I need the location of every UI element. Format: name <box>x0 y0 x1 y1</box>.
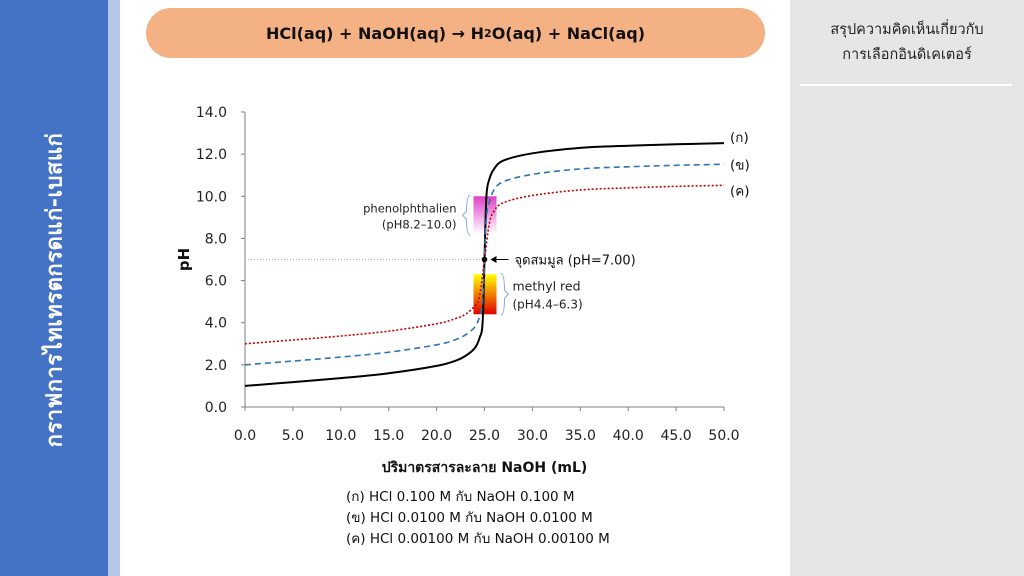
equivalence-arrow-head <box>490 256 497 263</box>
chart-legend: (ก) HCl 0.100 M กับ NaOH 0.100 M (ข) HCl… <box>346 487 610 550</box>
x-axis-label: ปริมาตรสารละลาย NaOH (mL) <box>382 460 588 476</box>
series-end-label-2: (ข) <box>730 157 750 173</box>
equation-product-rest: O(aq) + NaCl(aq) <box>491 23 645 43</box>
summary-panel: สรุปความคิดเห็นเกี่ยวกับ การเลือกอินดิเค… <box>790 0 1024 576</box>
x-tick-label: 50.0 <box>708 428 739 444</box>
y-tick-label: 6.0 <box>205 274 227 290</box>
equation-reactants: HCl(aq) + NaOH(aq) <box>265 23 447 43</box>
x-tick-label: 10.0 <box>325 428 356 444</box>
titration-chart: 0.0 5.0 10.0 15.0 20.0 25.0 30.0 35.0 40.0 45.0 50… <box>175 105 750 476</box>
y-tick-label: 4.0 <box>205 316 227 332</box>
y-tick-label: 10.0 <box>196 189 227 205</box>
summary-panel-title: สรุปความคิดเห็นเกี่ยวกับ การเลือกอินดิเค… <box>790 18 1024 68</box>
series-end-label-1: (ก) <box>730 130 749 146</box>
indicator-band-2 <box>473 274 497 315</box>
equation-product-h: H <box>470 23 485 43</box>
series-end-label-3: (ค) <box>730 183 750 199</box>
x-tick-label: 40.0 <box>613 428 644 444</box>
indicator-name: methyl red <box>513 278 581 293</box>
summary-divider <box>800 84 1012 86</box>
indicator-bracket <box>500 272 510 316</box>
indicator-range: (pH4.4–6.3) <box>513 297 583 311</box>
y-axis-label: pH <box>175 248 193 271</box>
series-line-1 <box>244 142 725 387</box>
x-tick-label: 20.0 <box>421 428 452 444</box>
reaction-equation: HCl(aq) + NaOH(aq) → H 2 O(aq) + NaCl(aq) <box>146 8 765 58</box>
equation-product-subscript: 2 <box>484 26 492 40</box>
indicator-name: phenolphthalien <box>363 201 456 215</box>
series-line-3 <box>244 184 725 345</box>
x-tick-label: 25.0 <box>469 428 500 444</box>
y-tick-label: 8.0 <box>205 231 227 247</box>
x-tick-label: 35.0 <box>565 428 596 444</box>
sidebar: กราฟการไทเทรตกรดแก่-เบสแก่ <box>0 0 108 576</box>
y-tick-label: 0.0 <box>205 400 227 416</box>
series-line-2 <box>244 163 725 366</box>
x-tick-label: 0.0 <box>234 428 256 444</box>
x-tick-label: 30.0 <box>517 428 548 444</box>
sidebar-accent-stripe <box>108 0 120 576</box>
summary-title-line2: การเลือกอินดิเคเตอร์ <box>842 47 972 63</box>
summary-title-line1: สรุปความคิดเห็นเกี่ยวกับ <box>830 22 984 38</box>
y-tick-label: 12.0 <box>196 147 227 163</box>
reaction-arrow-icon: → <box>451 23 466 43</box>
legend-item-b: (ข) HCl 0.0100 M กับ NaOH 0.0100 M <box>346 510 593 526</box>
indicator-range: (pH8.2–10.0) <box>382 217 457 231</box>
x-tick-label: 5.0 <box>282 428 304 444</box>
legend-item-c: (ค) HCl 0.00100 M กับ NaOH 0.00100 M <box>346 531 610 547</box>
x-tick-label: 45.0 <box>661 428 692 444</box>
y-tick-label: 14.0 <box>196 105 227 121</box>
equivalence-point-label: จุดสมมูล (pH=7.00) <box>515 254 636 269</box>
equivalence-point-marker <box>481 256 488 263</box>
x-tick-label: 15.0 <box>373 428 404 444</box>
y-tick-label: 2.0 <box>205 358 227 374</box>
legend-item-a: (ก) HCl 0.100 M กับ NaOH 0.100 M <box>346 489 575 505</box>
indicator-bracket <box>461 194 471 236</box>
